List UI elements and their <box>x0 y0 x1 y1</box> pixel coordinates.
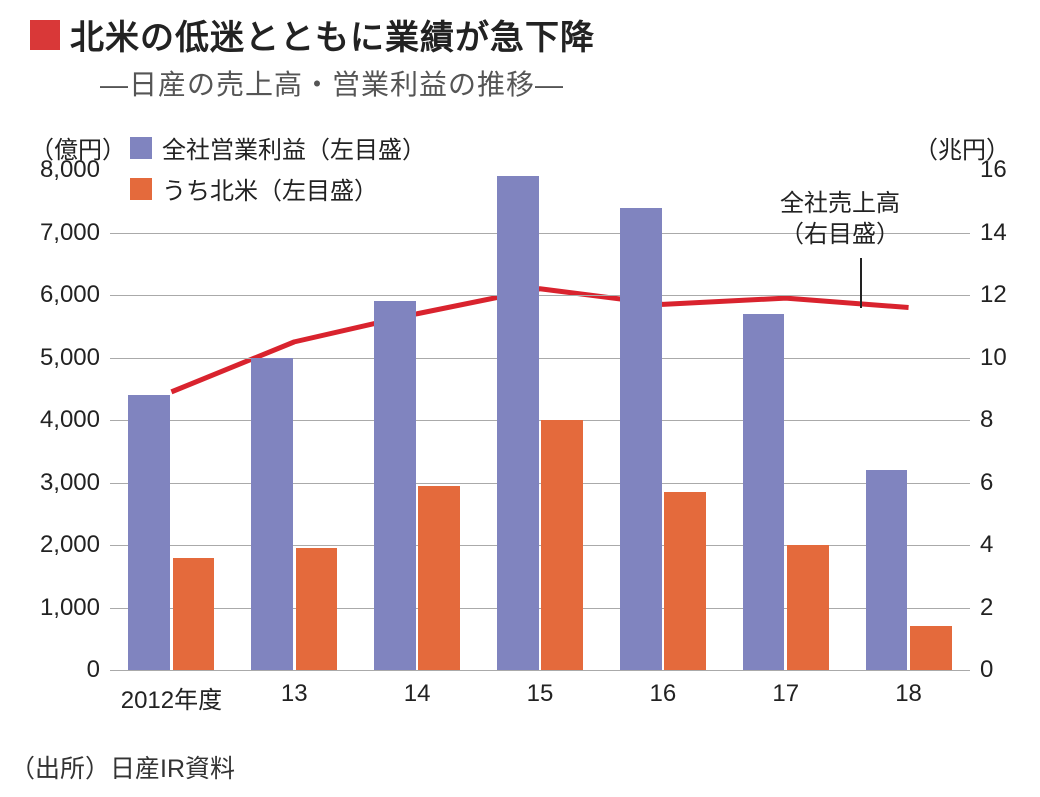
y-right-tick-label: 10 <box>980 344 1030 372</box>
x-tick-label: 2012年度 <box>121 680 222 715</box>
chart-subtitle: ―日産の売上高・営業利益の推移― <box>100 63 1040 103</box>
gridline <box>110 420 970 421</box>
legend-label: 全社営業利益（左目盛） <box>162 130 426 165</box>
y-left-tick-label: 5,000 <box>20 344 100 372</box>
y-right-tick-label: 12 <box>980 281 1030 309</box>
chart-title: 北米の低迷とともに業績が急下降 <box>70 10 595 59</box>
bar-na-profit <box>296 548 338 670</box>
x-tick-label: 18 <box>895 680 922 708</box>
title-row: 北米の低迷とともに業績が急下降 <box>30 10 1040 59</box>
y-right-tick-label: 2 <box>980 594 1030 622</box>
bar-na-profit <box>418 486 460 670</box>
legend-total-profit: 全社営業利益（左目盛） <box>130 130 426 165</box>
source-text: （出所）日産IR資料 <box>10 749 235 785</box>
bar-na-profit <box>910 626 952 670</box>
y-left-tick-label: 7,000 <box>20 219 100 247</box>
y-left-tick-label: 6,000 <box>20 281 100 309</box>
y-left-tick-label: 3,000 <box>20 469 100 497</box>
bar-total-profit <box>251 358 293 671</box>
revenue-annot-l2: （右目盛） <box>780 221 900 248</box>
y-right-tick-label: 4 <box>980 531 1030 559</box>
bar-total-profit <box>497 176 539 670</box>
revenue-annotation: 全社売上高 （右目盛） <box>780 188 900 250</box>
title-marker <box>30 20 60 50</box>
chart-area: （億円） （兆円） 全社営業利益（左目盛） うち北米（左目盛） 001,0002… <box>30 130 1010 720</box>
y-right-tick-label: 8 <box>980 406 1030 434</box>
y-left-tick-label: 2,000 <box>20 531 100 559</box>
y-right-tick-label: 0 <box>980 656 1030 684</box>
bar-na-profit <box>664 492 706 670</box>
gridline <box>110 608 970 609</box>
bar-na-profit <box>787 545 829 670</box>
y-right-tick-label: 16 <box>980 156 1030 184</box>
y-left-tick-label: 4,000 <box>20 406 100 434</box>
bar-na-profit <box>173 558 215 671</box>
y-left-tick-label: 8,000 <box>20 156 100 184</box>
y-left-tick-label: 0 <box>20 656 100 684</box>
bar-total-profit <box>374 301 416 670</box>
gridline <box>110 358 970 359</box>
y-left-tick-label: 1,000 <box>20 594 100 622</box>
legend-square-blue <box>130 137 152 159</box>
gridline <box>110 295 970 296</box>
revenue-annot-l1: 全社売上高 <box>780 190 900 217</box>
gridline <box>110 670 970 671</box>
bar-total-profit <box>866 470 908 670</box>
chart-header: 北米の低迷とともに業績が急下降 ―日産の売上高・営業利益の推移― <box>0 0 1040 103</box>
gridline <box>110 545 970 546</box>
bar-na-profit <box>541 420 583 670</box>
y-right-tick-label: 14 <box>980 219 1030 247</box>
bar-total-profit <box>620 208 662 671</box>
x-tick-label: 16 <box>649 680 676 708</box>
y-right-tick-label: 6 <box>980 469 1030 497</box>
bar-total-profit <box>743 314 785 670</box>
bar-total-profit <box>128 395 170 670</box>
x-tick-label: 15 <box>527 680 554 708</box>
x-tick-label: 17 <box>772 680 799 708</box>
annotation-leader-line <box>860 258 862 308</box>
gridline <box>110 483 970 484</box>
x-tick-label: 13 <box>281 680 308 708</box>
x-tick-label: 14 <box>404 680 431 708</box>
